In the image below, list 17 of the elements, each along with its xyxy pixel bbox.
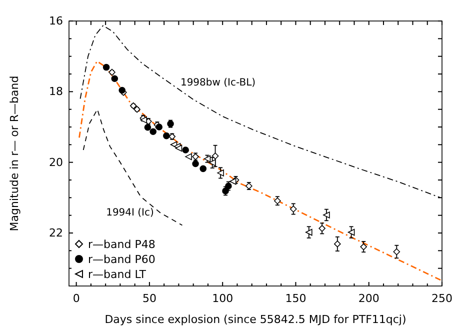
annotation: 1998bw (Ic-BL) [180, 78, 256, 88]
x-tick-label: 0 [72, 292, 80, 305]
x-tick-label: 100 [212, 292, 234, 305]
x-tick-label: 200 [358, 292, 380, 305]
x-tick-label: 250 [432, 292, 452, 305]
x-tick-label: 150 [285, 292, 306, 305]
y-tick-label: 20 [49, 156, 63, 169]
annotation: 1994I (Ic) [106, 208, 154, 218]
legend-label: r—band P60 [88, 252, 156, 266]
x-tick-label: 50 [142, 292, 156, 305]
x-axis-title: Days since explosion (since 55842.5 MJD for PTF11qcj) [104, 313, 406, 326]
y-axis-title: Magnitude in r— or R—band [8, 76, 21, 232]
legend-label: r—band P48 [88, 238, 156, 251]
legend-label: r—band LT [88, 268, 146, 281]
y-tick-label: 22 [49, 226, 63, 240]
y-tick-label: 18 [49, 85, 63, 98]
y-tick-label: 16 [49, 14, 63, 28]
